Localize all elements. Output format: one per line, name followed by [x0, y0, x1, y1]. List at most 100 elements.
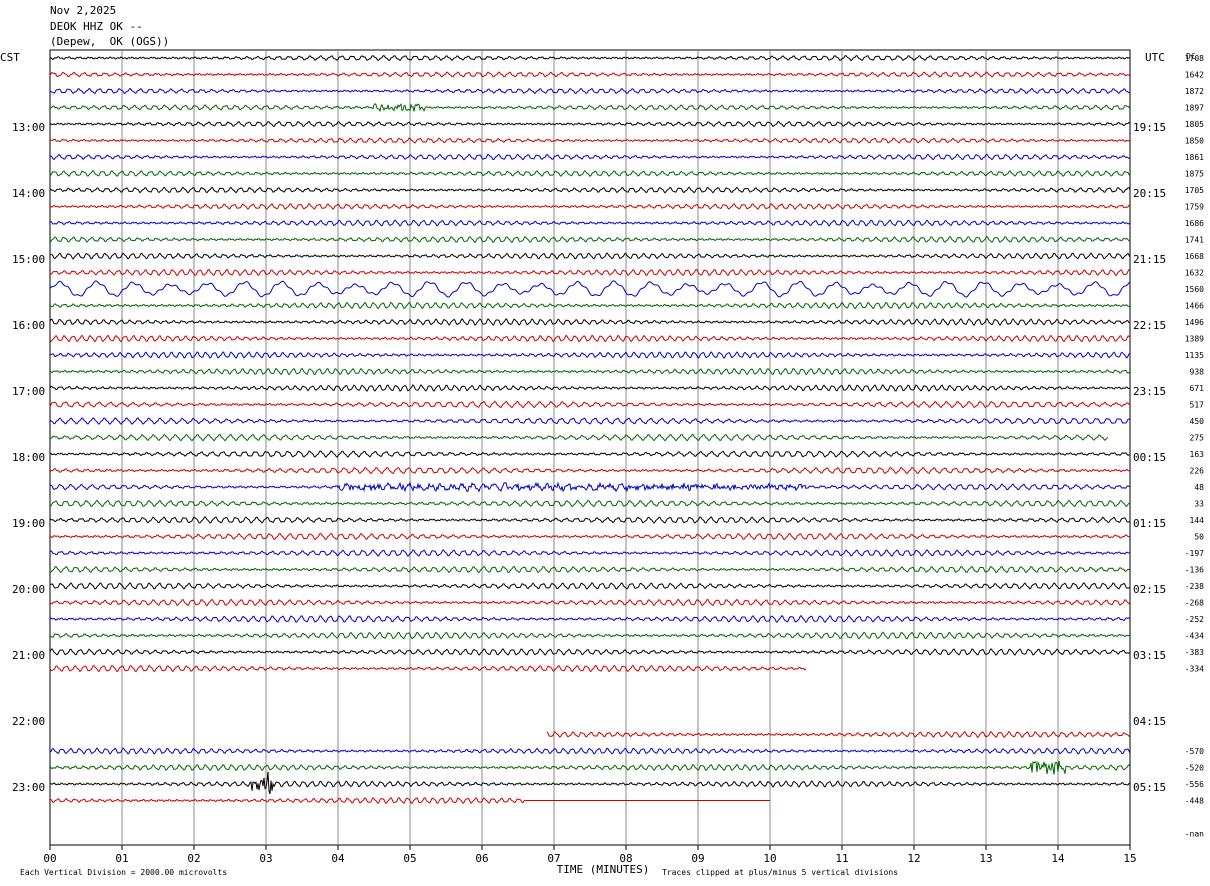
dc-offset-label: 1850	[1185, 137, 1204, 146]
trace-row-43	[49, 760, 1131, 775]
trace-row-15	[49, 301, 1131, 310]
dc-offset-label: 1389	[1185, 335, 1204, 344]
station-location: (Depew, OK (OGS))	[50, 35, 170, 48]
dc-offset-label: -268	[1185, 599, 1204, 608]
record-date: Nov 2,2025	[50, 4, 117, 17]
cst-hour-label: 19:00	[12, 517, 45, 530]
trace-row-21	[49, 400, 1131, 409]
trace-row-23	[49, 433, 1109, 442]
utc-hour-label: 21:15	[1133, 253, 1166, 266]
trace-row-8	[49, 186, 1131, 194]
cst-hour-label: 17:00	[12, 385, 45, 398]
trace-row-7	[49, 169, 1131, 177]
trace-row-19	[49, 367, 1131, 376]
dc-offset-label: 1741	[1185, 236, 1204, 245]
trace-row-35	[49, 631, 1131, 640]
trace-row-9	[49, 203, 1131, 210]
dc-offset-label: 1861	[1185, 153, 1204, 162]
dc-offset-label: 1897	[1185, 104, 1204, 113]
dc-offset-label: 1805	[1185, 120, 1204, 129]
dc-offset-label: 1632	[1185, 269, 1204, 278]
cst-hour-label: 20:00	[12, 583, 45, 596]
trace-row-37	[49, 664, 807, 673]
trace-row-14	[49, 280, 1131, 298]
trace-row-28	[49, 516, 1131, 524]
trace-row-31	[49, 565, 1131, 574]
footer-clip-note: Traces clipped at plus/minus 5 vertical …	[662, 868, 898, 877]
trace-row-30	[49, 549, 1131, 557]
trace-row-24	[49, 450, 1131, 458]
trace-row-26	[49, 481, 1131, 493]
dc-offset-label: -136	[1185, 566, 1204, 575]
dc-offset-label: 517	[1190, 401, 1205, 410]
dc-offset-label: 226	[1190, 467, 1205, 476]
dc-column-label: DC	[1186, 52, 1196, 61]
utc-hour-label: 22:15	[1133, 319, 1166, 332]
dc-offset-label: 1466	[1185, 302, 1204, 311]
x-tick-label: 00	[43, 852, 56, 865]
trace-row-29	[49, 532, 1131, 541]
dc-offset-label: 1135	[1185, 351, 1204, 360]
cst-hour-label: 21:00	[12, 649, 45, 662]
trace-row-18	[49, 351, 1131, 359]
dc-offset-label: 275	[1190, 434, 1205, 443]
x-tick-label: 02	[187, 852, 200, 865]
footer-scale-note: Each Vertical Division = 2000.00 microvo…	[20, 868, 227, 877]
utc-hour-label: 05:15	[1133, 781, 1166, 794]
trace-row-42	[49, 747, 1131, 755]
trace-row-12	[49, 252, 1131, 260]
trace-row-11	[49, 235, 1131, 244]
dc-offset-label: -570	[1185, 747, 1204, 756]
utc-hour-label: 23:15	[1133, 385, 1166, 398]
dc-offset-label: 1686	[1185, 219, 1204, 228]
trace-row-4	[49, 120, 1131, 128]
plot-grid	[49, 49, 1131, 850]
cst-hour-label: 14:00	[12, 187, 45, 200]
dc-offset-label: 1708	[1185, 54, 1204, 63]
x-tick-label: 11	[835, 852, 848, 865]
utc-hour-label: 04:15	[1133, 715, 1166, 728]
trace-row-27	[49, 499, 1131, 508]
utc-hour-label: 01:15	[1133, 517, 1166, 530]
trace-row-20	[49, 384, 1131, 392]
dc-offset-label: 50	[1194, 533, 1204, 542]
trace-row-45	[50, 796, 526, 805]
dc-offset-label: 144	[1190, 516, 1205, 525]
trace-row-17	[49, 334, 1131, 343]
dc-offset-label: 1759	[1185, 203, 1204, 212]
dc-offset-label: 48	[1194, 483, 1204, 492]
x-tick-label: 06	[475, 852, 488, 865]
dc-offset-label: -383	[1185, 648, 1204, 657]
dc-offset-label: -252	[1185, 615, 1204, 624]
cst-hour-label: 13:00	[12, 121, 45, 134]
utc-hour-label: 20:15	[1133, 187, 1166, 200]
dc-offset-label: -nan	[1185, 830, 1204, 839]
trace-row-5	[49, 137, 1131, 144]
trace-row-13	[49, 268, 1131, 277]
dc-offset-label: 1496	[1185, 318, 1204, 327]
x-tick-label: 12	[907, 852, 920, 865]
dc-offset-label: 163	[1190, 450, 1205, 459]
x-tick-label: 03	[259, 852, 272, 865]
trace-row-44	[49, 771, 1131, 795]
x-axis-title: TIME (MINUTES)	[557, 863, 650, 876]
cst-hour-label: 18:00	[12, 451, 45, 464]
utc-hour-label: 03:15	[1133, 649, 1166, 662]
dc-offset-label: -238	[1185, 582, 1204, 591]
trace-row-32	[49, 582, 1131, 590]
station-code: DEOK HHZ OK --	[50, 20, 143, 33]
trace-row-22	[49, 417, 1131, 425]
dc-offset-label: 938	[1190, 368, 1205, 377]
x-tick-label: 13	[979, 852, 992, 865]
x-tick-label: 07	[547, 852, 560, 865]
trace-row-41	[546, 730, 1130, 739]
plot-frame	[49, 49, 1131, 846]
trace-row-0	[49, 54, 1131, 62]
cst-hour-label: 23:00	[12, 781, 45, 794]
dc-offset-label: -197	[1185, 549, 1204, 558]
x-tick-label: 15	[1123, 852, 1136, 865]
dc-offset-label: -448	[1185, 797, 1204, 806]
x-tick-label: 14	[1051, 852, 1065, 865]
dc-offset-label: -556	[1185, 780, 1204, 789]
